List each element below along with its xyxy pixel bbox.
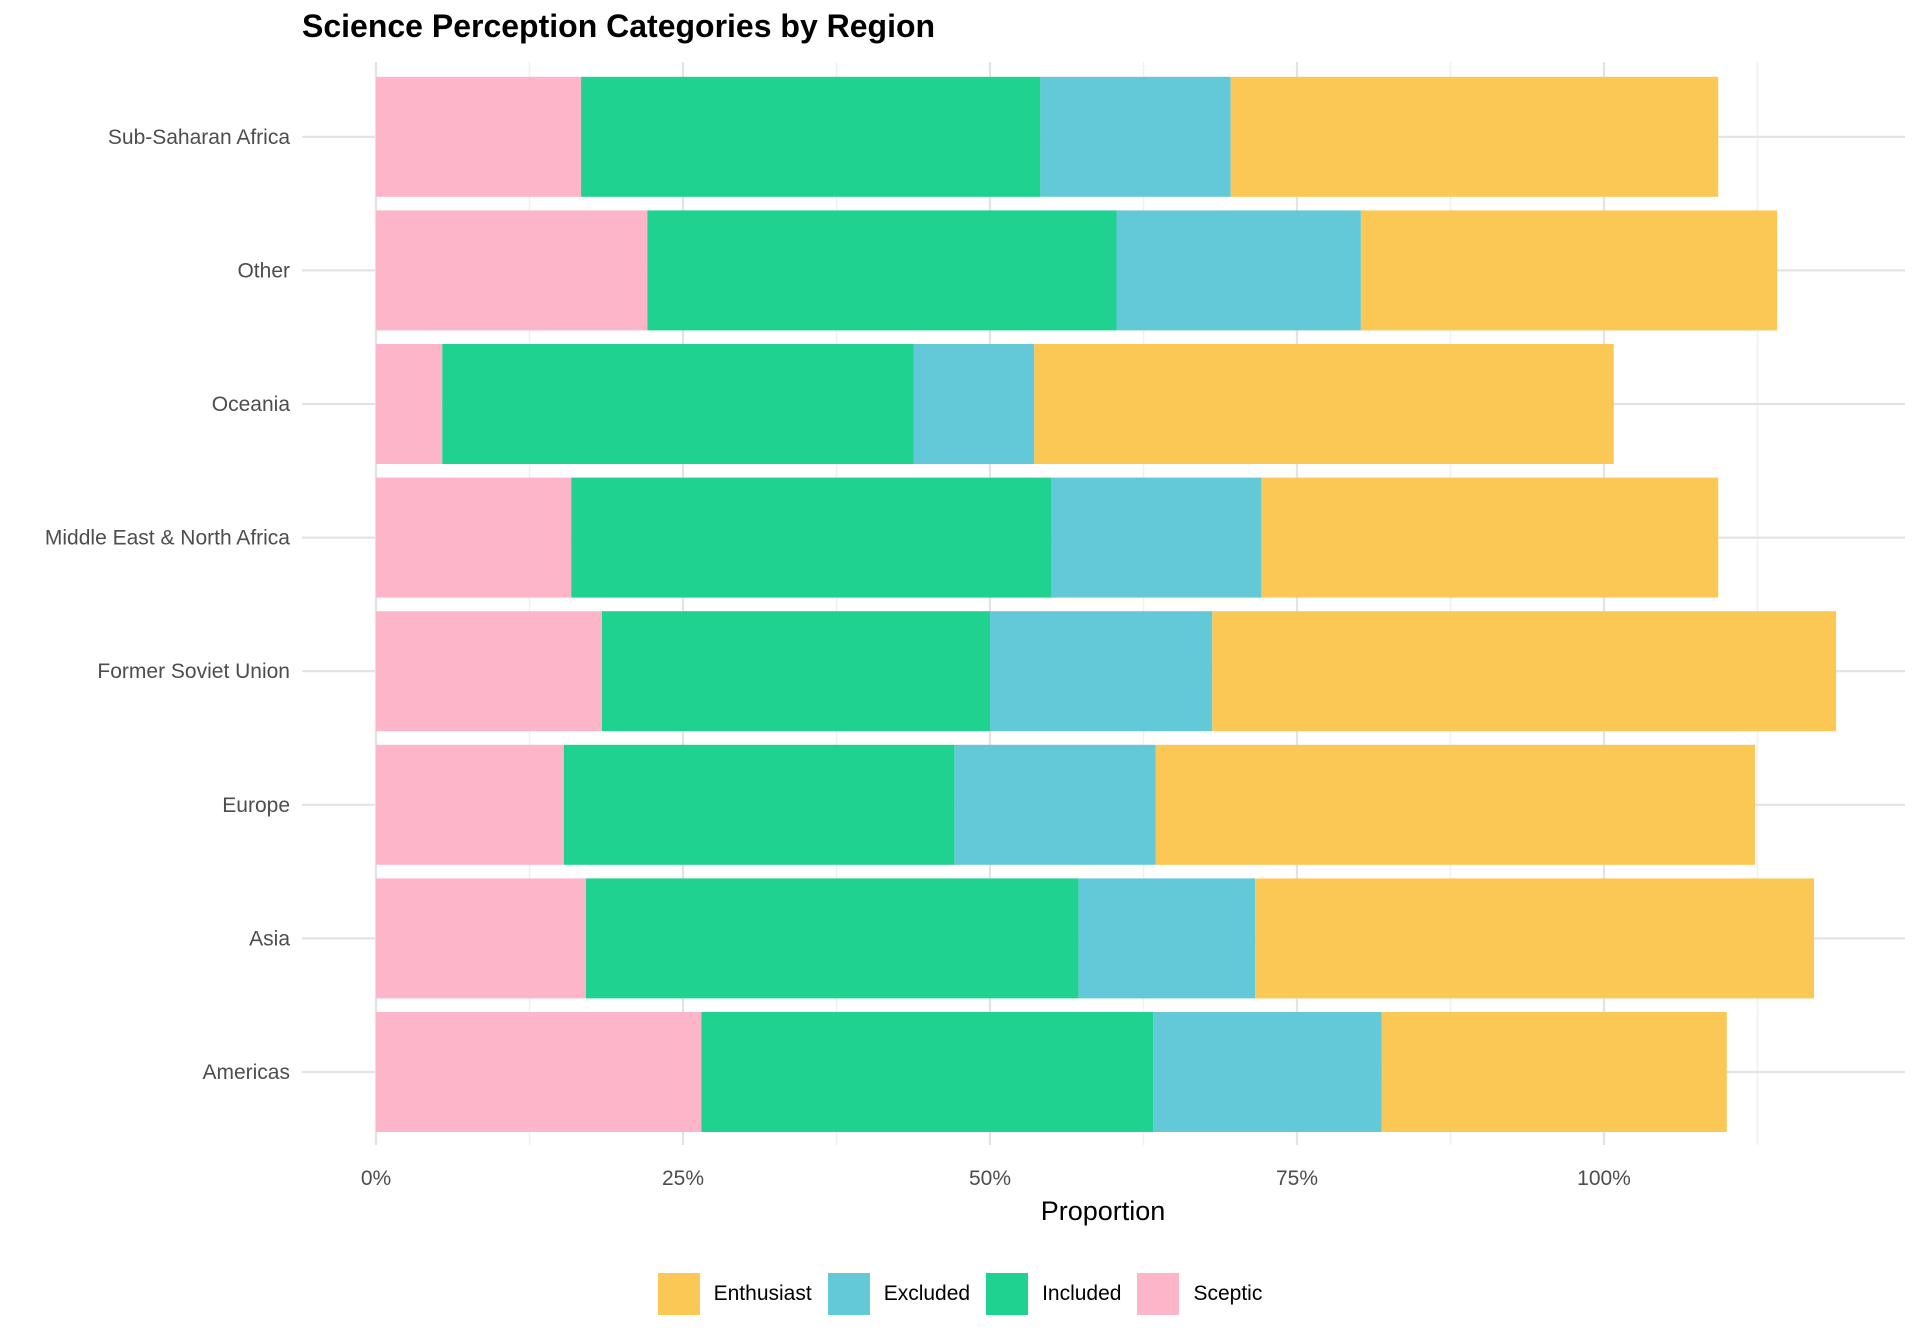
bar-included-middle-east-north-africa	[571, 477, 1052, 598]
bar-excluded-asia	[1078, 878, 1256, 999]
bar-included-americas	[701, 1012, 1154, 1132]
y-axis-labels: Americas Asia Europe Former Soviet Union Mid…	[45, 126, 290, 1084]
y-axis-label: Former Soviet Union	[97, 660, 290, 683]
bar-sceptic-asia	[376, 878, 586, 999]
legend-swatch	[1137, 1273, 1180, 1315]
bar-included-europe	[563, 744, 955, 865]
bar-included-sub-saharan-africa	[581, 76, 1041, 197]
bar-enthusiast-middle-east-north-africa	[1261, 477, 1719, 598]
bar-included-former-soviet-union	[601, 611, 990, 732]
bar-excluded-europe	[954, 744, 1156, 865]
y-axis-label: Asia	[249, 927, 290, 950]
legend-swatch	[827, 1273, 870, 1315]
legend-item-enthusiast: Enthusiast	[657, 1273, 812, 1315]
bar-enthusiast-other	[1360, 210, 1778, 331]
bar-enthusiast-oceania	[1034, 344, 1614, 464]
y-axis-label: Americas	[202, 1061, 290, 1084]
bar-enthusiast-former-soviet-union	[1212, 611, 1837, 732]
x-axis-tick-label: 25%	[662, 1167, 704, 1190]
bars	[376, 76, 1837, 1132]
bar-excluded-middle-east-north-africa	[1051, 477, 1262, 598]
bar-excluded-other	[1116, 210, 1361, 331]
bar-included-oceania	[442, 344, 914, 464]
bar-sceptic-oceania	[376, 344, 443, 464]
x-axis-tick-label: 75%	[1276, 1167, 1318, 1190]
y-axis-label: Oceania	[212, 393, 291, 416]
bar-sceptic-sub-saharan-africa	[376, 76, 582, 197]
bar-sceptic-other	[376, 210, 648, 331]
bar-enthusiast-asia	[1255, 878, 1814, 999]
bar-enthusiast-sub-saharan-africa	[1230, 76, 1719, 197]
x-axis-ticks: 0% 25% 50% 75% 100%	[361, 1167, 1631, 1190]
bar-enthusiast-americas	[1381, 1012, 1727, 1132]
bar-sceptic-former-soviet-union	[376, 611, 602, 732]
bar-excluded-oceania	[913, 344, 1035, 464]
legend-item-excluded: Excluded	[827, 1273, 971, 1315]
legend-item-included: Included	[986, 1273, 1121, 1315]
x-axis-tick-label: 0%	[361, 1167, 391, 1190]
y-axis-label: Other	[237, 259, 290, 282]
legend-label: Included	[1042, 1282, 1122, 1305]
x-axis-title: Proportion	[1041, 1196, 1166, 1226]
legend-label: Enthusiast	[713, 1282, 812, 1305]
bar-sceptic-americas	[376, 1012, 702, 1132]
bar-enthusiast-europe	[1155, 744, 1756, 865]
bar-included-asia	[585, 878, 1079, 999]
bar-sceptic-europe	[376, 744, 564, 865]
chart-title: Science Perception Categories by Region	[302, 8, 936, 44]
x-axis-tick-label: 100%	[1577, 1167, 1631, 1190]
bar-excluded-americas	[1153, 1012, 1382, 1132]
legend-label: Sceptic	[1193, 1282, 1263, 1305]
legend-item-sceptic: Sceptic	[1137, 1273, 1262, 1315]
legend-swatch	[986, 1273, 1029, 1315]
bar-included-other	[647, 210, 1117, 331]
legend-swatch	[657, 1273, 700, 1315]
bar-excluded-sub-saharan-africa	[1040, 76, 1231, 197]
x-axis-tick-label: 50%	[969, 1167, 1011, 1190]
legend-label: Excluded	[883, 1282, 971, 1305]
bar-excluded-former-soviet-union	[990, 611, 1213, 732]
y-axis-label: Middle East & North Africa	[45, 527, 290, 550]
bar-sceptic-middle-east-north-africa	[376, 477, 572, 598]
y-axis-label: Sub-Saharan Africa	[108, 126, 290, 149]
y-axis-label: Europe	[222, 794, 290, 817]
legend: Enthusiast Excluded Included Sceptic	[0, 1270, 1920, 1318]
